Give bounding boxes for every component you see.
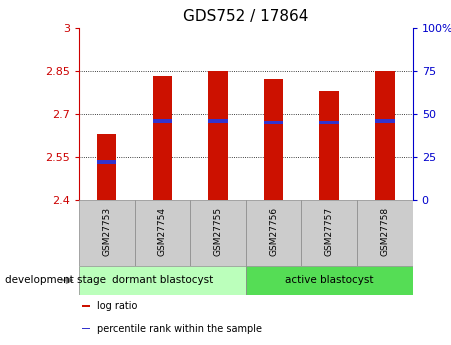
Bar [301, 200, 357, 266]
Text: log ratio: log ratio [97, 301, 138, 311]
Bar [134, 200, 190, 266]
Bar [152, 119, 172, 122]
Bar [357, 200, 413, 266]
Bar [79, 266, 246, 295]
Bar [264, 79, 283, 200]
Bar [97, 160, 116, 164]
Text: GSM27755: GSM27755 [213, 207, 222, 256]
Bar [319, 121, 339, 124]
Bar [246, 200, 301, 266]
Bar [246, 266, 413, 295]
Text: dormant blastocyst: dormant blastocyst [112, 275, 213, 285]
Bar [375, 71, 395, 200]
Text: GSM27754: GSM27754 [158, 207, 167, 256]
Bar [152, 77, 172, 200]
Text: development stage: development stage [5, 275, 106, 285]
Title: GDS752 / 17864: GDS752 / 17864 [183, 9, 308, 24]
Bar [208, 71, 228, 200]
Bar [264, 121, 283, 124]
Bar [82, 305, 91, 307]
Text: GSM27753: GSM27753 [102, 207, 111, 256]
Bar [79, 200, 134, 266]
Text: GSM27757: GSM27757 [325, 207, 334, 256]
Bar [82, 328, 91, 329]
Bar [375, 119, 395, 122]
Bar [97, 134, 116, 200]
Text: active blastocyst: active blastocyst [285, 275, 373, 285]
Text: GSM27756: GSM27756 [269, 207, 278, 256]
Text: percentile rank within the sample: percentile rank within the sample [97, 324, 262, 334]
Bar [319, 91, 339, 200]
Text: GSM27758: GSM27758 [380, 207, 389, 256]
Bar [190, 200, 246, 266]
Bar [208, 119, 228, 122]
